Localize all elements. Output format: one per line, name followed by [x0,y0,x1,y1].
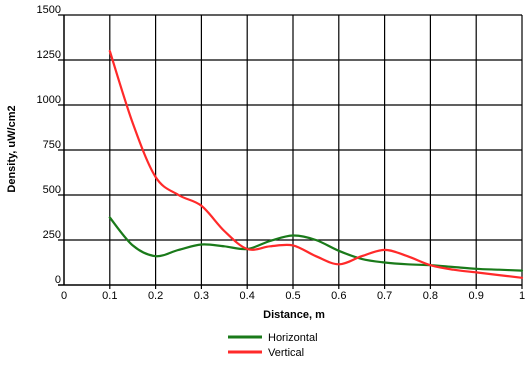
series-lines [108,49,524,279]
series-line-vertical [108,49,524,279]
legend: Horizontal Vertical [228,332,318,359]
x-tick-label: 0.3 [194,290,209,302]
x-tick-label: 0.1 [102,290,117,302]
x-tick-label: 0.2 [148,290,163,302]
x-axis-title: Distance, m [263,309,325,321]
y-tick-label: 0 [55,274,61,286]
y-axis-title: Density, uW/cm2 [6,105,18,192]
x-tick-label: 0.8 [423,290,438,302]
series-line-horizontal [108,216,524,272]
axes [58,15,522,286]
x-tick-label: 0.4 [240,290,255,302]
legend-label-horizontal: Horizontal [268,332,318,344]
y-tick-labels: 0 250 500 750 1000 1250 1500 [37,4,61,286]
x-tick-label: 0.6 [331,290,346,302]
y-tick-label: 1000 [37,94,61,106]
y-tick-label: 500 [43,184,61,196]
legend-label-vertical: Vertical [268,347,304,359]
x-tick-labels: 0 0.1 0.2 0.3 0.4 0.5 0.6 0.7 0.8 0.9 1 [61,290,525,302]
grid [58,14,523,289]
y-tick-label: 750 [43,139,61,151]
x-tick-label: 0.7 [377,290,392,302]
y-tick-label: 250 [43,229,61,241]
y-tick-label: 1250 [37,49,61,61]
x-tick-label: 1 [519,290,525,302]
x-tick-label: 0.9 [469,290,484,302]
x-tick-label: 0.5 [285,290,300,302]
y-tick-label: 1500 [37,4,61,16]
x-tick-label: 0 [61,290,67,302]
